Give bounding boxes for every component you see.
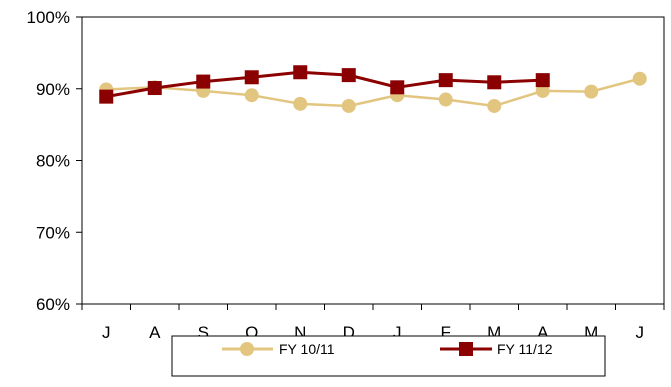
data-point <box>196 74 211 89</box>
tick-labels: 60%70%80%90%100%J A S O N D J F M A M J <box>27 8 644 342</box>
y-tick-label: 60% <box>36 295 70 314</box>
y-tick-label: 70% <box>36 223 70 242</box>
data-point <box>244 70 259 85</box>
data-point <box>632 71 647 86</box>
series-line <box>105 70 543 99</box>
plot-area-frame <box>81 16 665 305</box>
data-point <box>293 65 308 80</box>
series-0 <box>99 71 647 113</box>
data-point <box>535 83 550 98</box>
y-tick-label: 80% <box>36 152 70 171</box>
legend: FY 10/11 FY 11/12 <box>171 335 606 377</box>
x-tick-label: J <box>636 323 645 342</box>
data-point <box>147 81 162 96</box>
x-tick-label: A <box>149 323 161 342</box>
data-point <box>535 73 550 88</box>
x-tick-label: F <box>441 323 451 342</box>
data-point <box>341 98 356 113</box>
series-1 <box>99 65 550 104</box>
legend-label: FY 10/11 <box>279 341 335 357</box>
x-tick-label: S <box>198 323 209 342</box>
data-point <box>244 88 259 103</box>
y-tick-label: 90% <box>36 80 70 99</box>
data-point <box>293 96 308 111</box>
data-point <box>584 84 599 99</box>
data-point <box>438 73 453 88</box>
data-point <box>438 92 453 107</box>
series-layer <box>99 65 647 113</box>
legend-item-fy-11-12: FY 11/12 <box>440 341 553 357</box>
series-line <box>106 77 641 108</box>
data-point <box>390 80 405 95</box>
legend-marker-circle <box>240 342 254 356</box>
axes <box>76 16 665 310</box>
x-tick-label: J <box>102 323 111 342</box>
y-tick-label: 100% <box>27 8 70 27</box>
data-point <box>487 75 502 90</box>
data-point <box>99 89 114 104</box>
data-point <box>341 68 356 83</box>
data-point <box>487 98 502 113</box>
legend-item-fy-10-11: FY 10/11 <box>222 341 335 357</box>
legend-marker-square <box>459 342 473 356</box>
legend-label: FY 11/12 <box>497 341 553 357</box>
x-tick-label: J <box>393 323 402 342</box>
